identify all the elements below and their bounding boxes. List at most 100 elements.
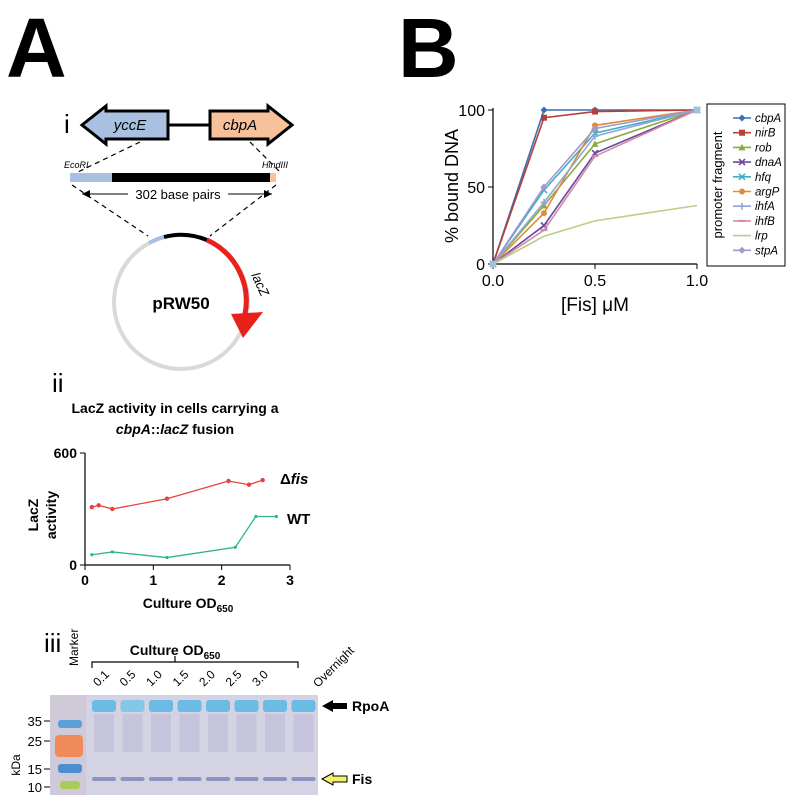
fis-legend: cbpA nirB rob dnaA hfq argP ihfA ihfB lrp stpA: [733, 113, 782, 257]
lacZ-label: lacZ: [248, 270, 272, 300]
lacz-data-point: [165, 555, 169, 560]
lacz-data-point: [254, 514, 258, 519]
rpoa-band: [291, 700, 316, 712]
fis-legend-title: promoter fragment: [710, 131, 725, 238]
fis-y-tick-label: 50: [467, 180, 485, 197]
fis-series-line-hfq: [492, 109, 698, 265]
legend-marker-dnaA: [738, 158, 746, 166]
lacz-data-point: [233, 545, 237, 549]
fis-data-point-argP: [541, 210, 547, 217]
blot-header: Culture OD650: [130, 642, 221, 662]
legend-marker-hfq: [738, 173, 746, 181]
panel-letter-a: A: [6, 1, 67, 95]
lacz-data-point: [110, 550, 114, 554]
gene-map: yccE cbpA: [79, 102, 295, 148]
dfis-series-label: Δfis: [280, 471, 308, 488]
lacz-x-tick-label: 0: [81, 572, 89, 588]
sub-label-i: i: [64, 109, 70, 139]
fis-origin-point: [490, 261, 496, 267]
fis-data-point-ihfA: [591, 132, 599, 140]
lacz-chart-title-line2: cbpA::lacZ fusion: [116, 421, 234, 437]
fis-band: [291, 777, 316, 781]
fis-arrow-icon: [320, 772, 348, 786]
legend-label-nirB: nirB: [755, 128, 776, 140]
rpoa-label: RpoA: [352, 698, 389, 714]
sub-label-ii: ii: [52, 368, 64, 398]
fragment-orange-segment: [270, 173, 276, 182]
legend-label-cbpA: cbpA: [755, 113, 782, 125]
legend-label-ihfB: ihfB: [755, 216, 775, 228]
rpoa-band: [206, 700, 230, 712]
rpoa-band: [92, 700, 116, 712]
fis-data-point-stpA: [540, 183, 548, 191]
fis-binding-chart: % bound DNA [Fis] μM promoter fragment c…: [442, 103, 786, 316]
marker-band-15: [58, 764, 82, 773]
kda-axis-label: kDa: [9, 754, 23, 776]
plasmid-map: lacZ pRW50: [112, 232, 273, 371]
lacz-x-tick-label: 2: [218, 572, 226, 588]
lacz-y-tick-label: 600: [54, 445, 78, 461]
lane-label-1.5: 1.5: [170, 667, 192, 689]
fis-data-point-stpA: [591, 124, 599, 132]
lacz-chart-title-line1: LacZ activity in cells carrying a: [72, 400, 279, 416]
lacz-x-tick-label: 3: [286, 572, 294, 588]
zoom-line-plasmid-right: [209, 184, 277, 237]
blot-lane-labels: 0.1 0.5 1.0 1.5 2.0 2.5 3.0: [90, 667, 271, 689]
lane-smear: [208, 714, 228, 752]
fragment-blue-segment: [70, 173, 112, 182]
fis-band: [149, 777, 173, 781]
yccE-label: yccE: [113, 117, 148, 134]
kda-tick-label-15: 15: [28, 762, 42, 777]
fis-series-line-lrp: [492, 204, 698, 265]
fis-series-line-nirB: [492, 109, 698, 265]
kda-tick-label-10: 10: [28, 780, 42, 795]
lacz-data-point: [96, 503, 101, 508]
fis-y-tick-label: 0: [476, 257, 485, 274]
marker-band-35: [58, 720, 82, 728]
fis-band: [263, 777, 287, 781]
plasmid-insert-blue: [148, 235, 165, 245]
legend-label-rob: rob: [755, 142, 772, 154]
plasmid-insert-black: [163, 232, 208, 242]
lane-smear: [265, 714, 285, 752]
lacZ-arc: [205, 237, 249, 315]
lacz-data-point: [226, 478, 231, 484]
lacz-data-point: [89, 504, 95, 510]
lane-label-2.5: 2.5: [223, 667, 245, 689]
marker-band-25: [55, 735, 83, 757]
fis-x-tick-label: 0.5: [584, 273, 606, 290]
fis-data-point-nirB: [592, 108, 598, 115]
legend-label-stpA: stpA: [755, 245, 778, 257]
lacz-x-tick-label: 1: [149, 572, 157, 588]
western-blot: Marker Culture OD650 Overnight 0.1 0.5 1.0…: [9, 629, 389, 795]
panel-letter-b: B: [398, 1, 459, 95]
lacz-data-point: [274, 514, 278, 519]
fis-x-tick-label: 1.0: [686, 273, 708, 290]
length-label-bg: [128, 186, 228, 202]
plasmid-name: pRW50: [152, 294, 209, 313]
rpoa-band: [263, 700, 287, 712]
fis-data-point-cbpA: [540, 106, 548, 114]
ecori-label: EcoRI: [64, 160, 89, 170]
lacz-series-line-wt: [91, 515, 277, 559]
fis-band-label: Fis: [352, 771, 372, 787]
fis-band: [177, 777, 202, 781]
fis-series-line-rob: [492, 109, 698, 265]
legend-marker-nirB: [739, 129, 745, 136]
fis-series-line-stpA: [492, 109, 698, 265]
legend-marker-argP: [739, 188, 745, 195]
blot-bands: [92, 700, 316, 781]
lane-label-2.0: 2.0: [196, 667, 218, 689]
wt-series-label: WT: [287, 511, 310, 528]
rpoa-band: [149, 700, 173, 712]
rpoa-arrow-icon: [322, 700, 347, 712]
lacz-xlabel: Culture OD650: [143, 595, 234, 615]
marker-lane-label: Marker: [67, 629, 81, 666]
fragment-black-segment: [112, 173, 270, 182]
fis-legend-box: [706, 103, 786, 267]
fis-data-point-rob: [591, 140, 599, 147]
lane-label-0.1: 0.1: [90, 667, 112, 689]
lacz-series-line-dfis: [91, 479, 263, 510]
fis-band: [234, 777, 259, 781]
